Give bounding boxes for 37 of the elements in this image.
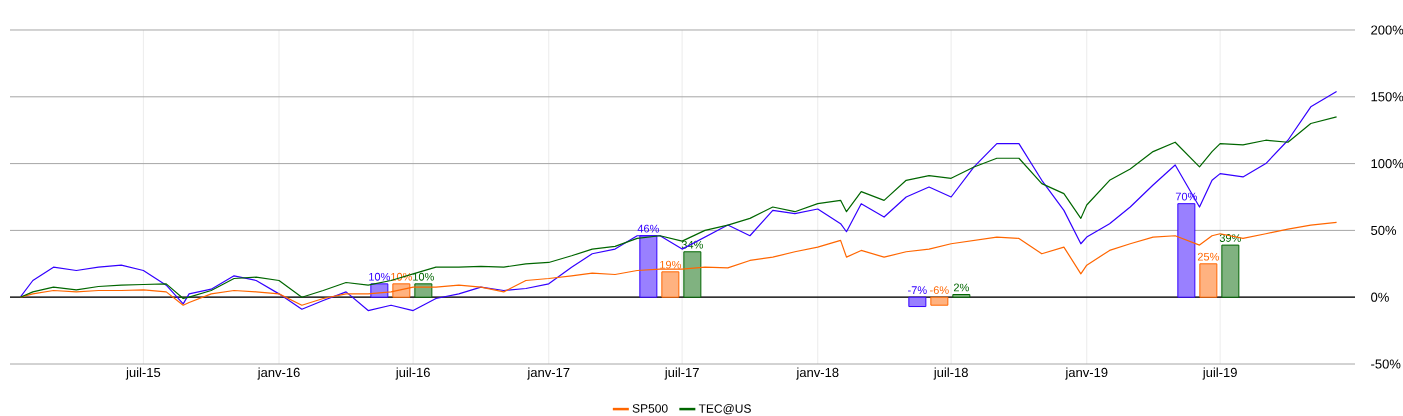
x-tick-label: juil-18 (933, 367, 968, 380)
legend-label: SP500 (632, 404, 668, 413)
bar (1199, 263, 1218, 298)
data-label: -7% (908, 286, 927, 294)
y-tick-label: -50% (1371, 359, 1401, 369)
bar (414, 283, 433, 298)
bar (930, 296, 949, 306)
bar (908, 296, 927, 308)
bar (661, 271, 680, 298)
x-tick-label: janv-16 (257, 367, 300, 380)
y-tick-label: 100% (1371, 159, 1403, 169)
line-series (19, 116, 1338, 300)
data-label: 2% (953, 283, 969, 292)
data-label: 25% (1197, 252, 1219, 261)
data-label: 10% (369, 272, 390, 281)
x-tick-label: janv-17 (527, 367, 570, 380)
x-tick-label: juil-19 (1202, 367, 1237, 380)
legend-label: TEC@US (698, 403, 751, 415)
bar (1221, 244, 1240, 298)
bar (952, 294, 971, 298)
x-tick-label: juil-17 (664, 367, 699, 380)
data-label: 39% (1219, 234, 1241, 242)
x-tick-label: juil-16 (395, 367, 430, 380)
y-tick-label: 0% (1371, 292, 1389, 302)
x-tick-label: janv-19 (1065, 367, 1108, 380)
bar (639, 235, 658, 298)
x-tick-label: janv-18 (796, 367, 839, 380)
data-label: 46% (637, 224, 659, 233)
bar (683, 251, 702, 298)
y-tick-label: 150% (1371, 92, 1403, 102)
x-tick-label: juil-15 (125, 367, 161, 380)
data-label: 19% (660, 260, 681, 269)
bar (1177, 203, 1196, 298)
data-label: -6% (930, 286, 949, 294)
y-tick-label: 50% (1371, 225, 1397, 235)
data-label: 10% (413, 272, 434, 281)
y-tick-label: 200% (1371, 25, 1403, 35)
